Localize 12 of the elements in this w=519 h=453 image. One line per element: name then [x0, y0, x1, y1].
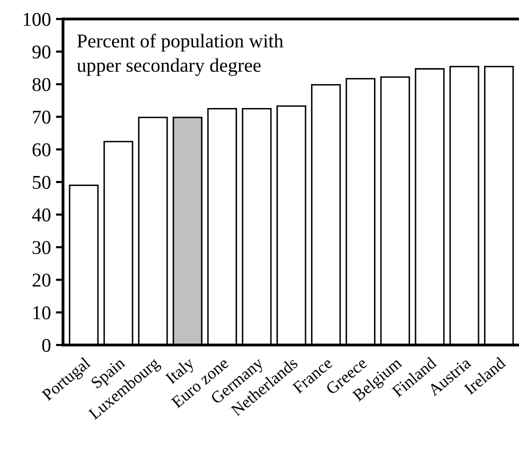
y-tick-label: 20 — [32, 274, 50, 287]
y-tick-label: 50 — [32, 176, 50, 189]
y-tick-label: 0 — [42, 338, 50, 352]
y-tick-label: 90 — [32, 45, 50, 59]
y-tick-label: 60 — [32, 143, 50, 156]
y-tick-label: 80 — [32, 78, 50, 92]
y-tick-label: 30 — [32, 241, 50, 254]
y-tick-label: 40 — [32, 208, 50, 222]
y-tick-label: 10 — [33, 306, 50, 320]
y-tick-label: 70 — [33, 110, 50, 124]
y-tick-label: 100 — [24, 12, 50, 26]
annotation: Percent of population with upper secondary degree — [76, 34, 284, 76]
